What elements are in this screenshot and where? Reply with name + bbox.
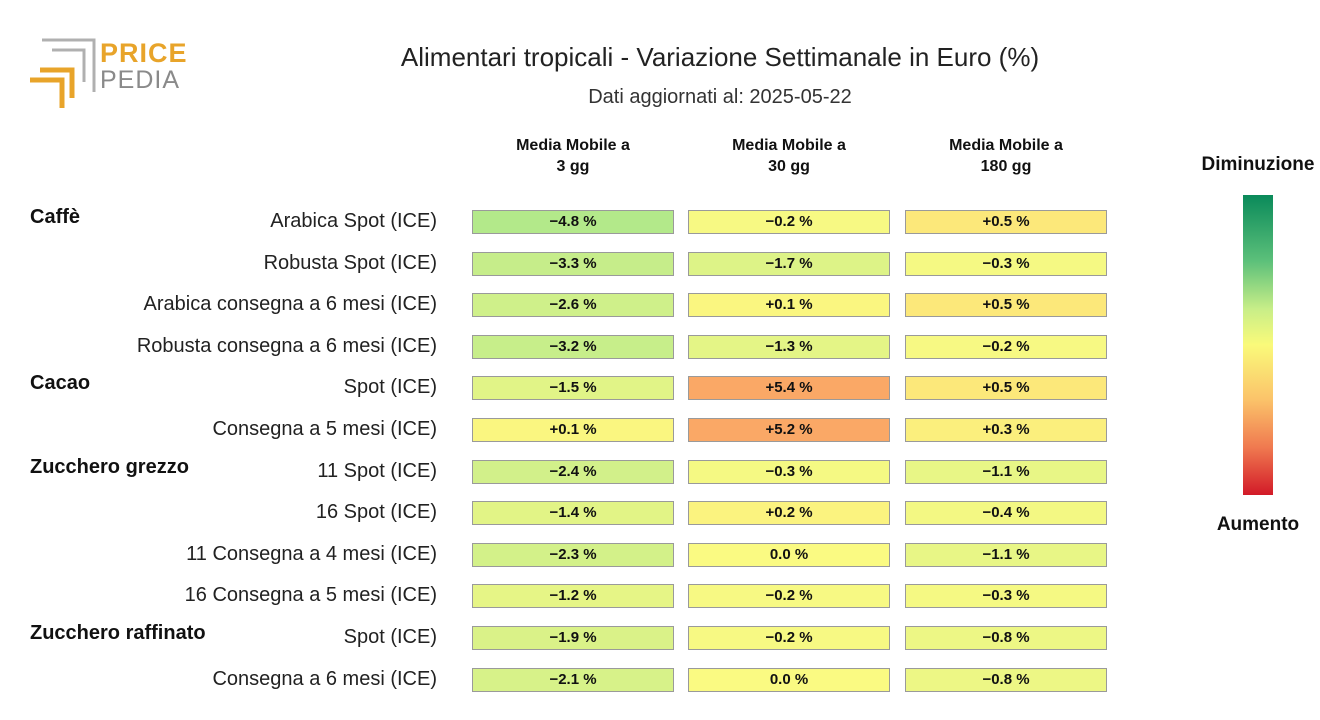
- heatmap-cell: −2.4 %: [472, 459, 674, 484]
- heatmap-cell: +0.3 %: [905, 418, 1107, 442]
- heatmap-cell: −1.3 %: [688, 334, 890, 359]
- group-label: Zucchero grezzo: [30, 455, 189, 478]
- row-label: Consegna a 5 mesi (ICE): [212, 418, 437, 440]
- row-label: 16 Spot (ICE): [315, 501, 437, 524]
- heatmap-cell: −1.7 %: [688, 251, 890, 276]
- row-label: Spot (ICE): [343, 376, 437, 399]
- legend-label-increase: Aumento: [1216, 514, 1300, 535]
- row-label: Robusta Spot (ICE): [263, 251, 437, 274]
- heatmap-cell: −1.9 %: [472, 626, 674, 650]
- heatmap-cell: 0.0 %: [688, 542, 890, 567]
- pricepedia-logo: PRICE PEDIA: [28, 36, 188, 110]
- heatmap-cell: +5.2 %: [688, 418, 890, 442]
- heatmap-cell: −0.4 %: [905, 501, 1107, 526]
- heatmap-cell: −0.3 %: [905, 584, 1107, 609]
- heatmap-cell: −0.2 %: [688, 210, 890, 234]
- heatmap-cell: +0.1 %: [688, 293, 890, 318]
- heatmap-cell: −0.3 %: [688, 459, 890, 484]
- row-label: Arabica consegna a 6 mesi (ICE): [143, 293, 437, 316]
- heatmap-cell: −0.2 %: [688, 584, 890, 609]
- heatmap-cell: −0.8 %: [905, 667, 1107, 692]
- heatmap-cell: +0.5 %: [905, 376, 1107, 401]
- chart-title: Alimentari tropicali - Variazione Settim…: [400, 42, 1040, 72]
- heatmap-cell: −0.2 %: [905, 334, 1107, 359]
- row-label: Spot (ICE): [343, 626, 437, 648]
- heatmap-cell: −0.3 %: [905, 251, 1107, 276]
- row-label: Arabica Spot (ICE): [270, 210, 437, 232]
- legend-label-decrease: Diminuzione: [1201, 154, 1315, 175]
- heatmap-cell: −1.5 %: [472, 376, 674, 401]
- logo-text-pedia: PEDIA: [100, 66, 181, 94]
- group-label: Cacao: [30, 372, 91, 395]
- column-header: Media Mobile a 30 gg: [732, 137, 846, 175]
- column-header: Media Mobile a 180 gg: [949, 137, 1063, 175]
- group-label: Caffè: [30, 206, 81, 228]
- heatmap-cell: 0.0 %: [688, 667, 890, 692]
- heatmap-cell: −2.3 %: [472, 542, 674, 567]
- heatmap-cell: +5.4 %: [688, 376, 890, 401]
- column-header: Media Mobile a 3 gg: [516, 137, 630, 175]
- row-label: 11 Consegna a 4 mesi (ICE): [186, 542, 437, 565]
- heatmap-cell: +0.5 %: [905, 293, 1107, 318]
- heatmap-cell: +0.1 %: [472, 418, 674, 442]
- row-label: Consegna a 6 mesi (ICE): [212, 667, 437, 690]
- legend-color-scale: [1243, 195, 1273, 495]
- group-label: Zucchero raffinato: [30, 622, 206, 644]
- logo-mark-icon: [30, 38, 96, 108]
- heatmap-cell: −2.6 %: [472, 293, 674, 318]
- row-label: Robusta consegna a 6 mesi (ICE): [136, 334, 437, 357]
- heatmap-cell: +0.5 %: [905, 210, 1107, 234]
- row-label: 11 Spot (ICE): [317, 459, 437, 482]
- heatmap-cell: −1.2 %: [472, 584, 674, 609]
- row-label: 16 Consegna a 5 mesi (ICE): [184, 584, 437, 607]
- heatmap-cell: −1.1 %: [905, 459, 1107, 484]
- heatmap-cell: −0.8 %: [905, 626, 1107, 650]
- heatmap-cell: −0.2 %: [688, 626, 890, 650]
- heatmap-cell: −2.1 %: [472, 667, 674, 692]
- logo-text-price: PRICE: [100, 38, 188, 68]
- heatmap-cell: −3.2 %: [472, 334, 674, 359]
- heatmap-cell: +0.2 %: [688, 501, 890, 526]
- chart-subtitle: Dati aggiornati al: 2025-05-22: [588, 86, 852, 108]
- heatmap-cell: −1.1 %: [905, 542, 1107, 567]
- heatmap-cell: −3.3 %: [472, 251, 674, 276]
- heatmap-cell: −1.4 %: [472, 501, 674, 526]
- heatmap-cell: −4.8 %: [472, 210, 674, 234]
